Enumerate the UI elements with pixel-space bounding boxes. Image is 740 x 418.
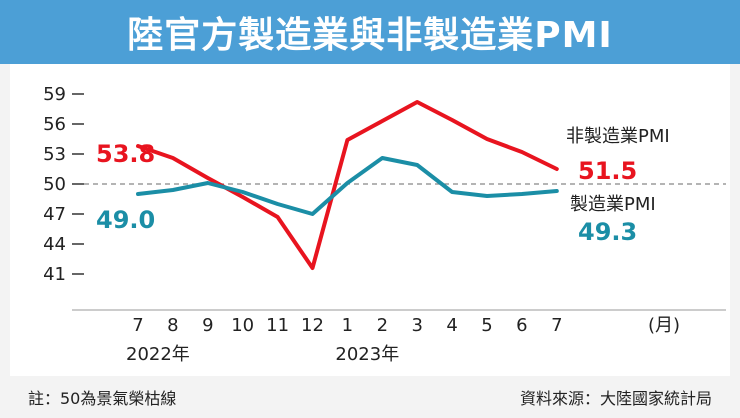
y-tick-label: 47	[43, 204, 66, 225]
x-tick-label: 3	[411, 315, 422, 336]
manufacturing-end-value: 49.3	[578, 218, 637, 246]
x-unit-label: (月)	[648, 315, 680, 336]
x-tick-label: 10	[231, 315, 254, 336]
x-tick-label: 5	[481, 315, 492, 336]
x-tick-label: 12	[301, 315, 324, 336]
y-tick-label: 44	[43, 234, 66, 255]
y-tick-label: 41	[43, 264, 66, 285]
x-tick-label: 4	[446, 315, 457, 336]
x-tick-label: 9	[202, 315, 213, 336]
non-manufacturing-pmi-line	[136, 100, 559, 270]
manufacturing-series-name: 製造業PMI	[570, 194, 656, 215]
year-label: 2022年	[126, 344, 190, 365]
x-tick-label: 1	[342, 315, 353, 336]
footer-source: 資料來源：大陸國家統計局	[519, 389, 712, 408]
manufacturing-pmi-line	[136, 156, 559, 216]
chart-title: 陸官方製造業與非製造業PMI	[127, 15, 613, 56]
manufacturing-start-value: 49.0	[96, 206, 155, 234]
y-tick-label: 50	[43, 174, 66, 195]
footer: 註：50為景氣榮枯線 資料來源：大陸國家統計局	[0, 376, 740, 418]
non-manufacturing-series-name: 非製造業PMI	[566, 126, 670, 147]
title-bar: 陸官方製造業與非製造業PMI	[0, 0, 740, 64]
footer-note: 註：50為景氣榮枯線	[28, 389, 177, 408]
non-manufacturing-end-value: 51.5	[578, 157, 637, 185]
x-tick-label: 2	[377, 315, 388, 336]
year-label: 2023年	[335, 344, 399, 365]
y-tick-label: 53	[43, 144, 66, 165]
x-tick-label: 8	[167, 315, 178, 336]
x-tick-label: 7	[132, 315, 143, 336]
x-tick-label: 11	[266, 315, 289, 336]
x-tick-label: 7	[551, 315, 562, 336]
y-tick-label: 59	[43, 84, 66, 105]
x-tick-label: 6	[516, 315, 527, 336]
y-tick-label: 56	[43, 114, 66, 135]
plot-panel: 41 44 47 50 53 56 59 7 8 9 10 11 12 1 2 3 4 5 6 7 (月) 2022年 20…	[10, 64, 730, 376]
non-manufacturing-start-value: 53.8	[96, 140, 155, 168]
